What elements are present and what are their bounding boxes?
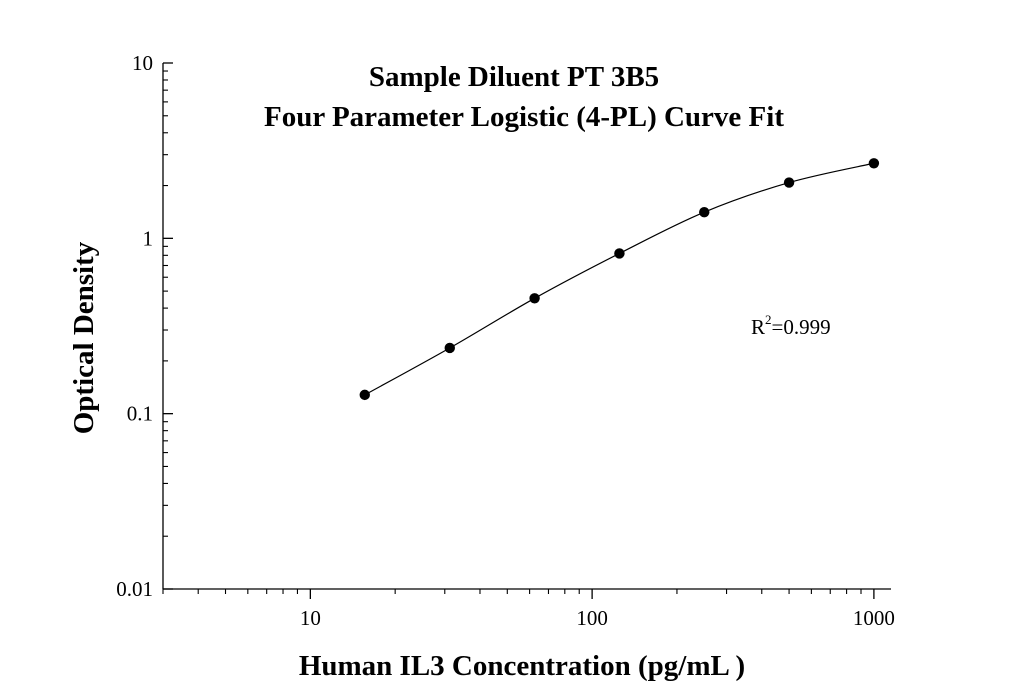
- x-tick-label: 10: [300, 606, 321, 630]
- y-tick-label: 1: [143, 226, 154, 250]
- ticks: 10 100 1000 0.01 0.1 1 10: [116, 51, 895, 630]
- r-squared-base: R: [751, 315, 765, 339]
- data-points: [359, 158, 880, 401]
- data-point: [359, 389, 370, 401]
- y-tick-label: 10: [132, 51, 153, 75]
- y-axis-label: Optical Density: [68, 241, 100, 434]
- axes: [162, 63, 891, 590]
- x-tick-label: 1000: [853, 606, 895, 630]
- r-squared-superscript: 2: [765, 312, 772, 327]
- data-point: [868, 158, 880, 169]
- r-squared-value: =0.999: [772, 315, 831, 339]
- data-point: [783, 177, 795, 188]
- y-tick-label: 0.01: [116, 577, 153, 601]
- data-point: [529, 293, 540, 304]
- chart-title: Sample Diluent PT 3B5: [369, 61, 659, 93]
- y-tick-label: 0.1: [127, 402, 153, 426]
- data-point: [614, 248, 625, 259]
- chart-subtitle: Four Parameter Logistic (4-PL) Curve Fit: [264, 101, 784, 133]
- r-squared-annotation: R2=0.999: [751, 312, 831, 339]
- x-axis-label: Human IL3 Concentration (pg/mL ): [299, 650, 745, 682]
- data-point: [444, 342, 455, 354]
- fit-curve: [364, 162, 875, 396]
- data-point: [699, 206, 710, 218]
- x-tick-label: 100: [576, 606, 608, 630]
